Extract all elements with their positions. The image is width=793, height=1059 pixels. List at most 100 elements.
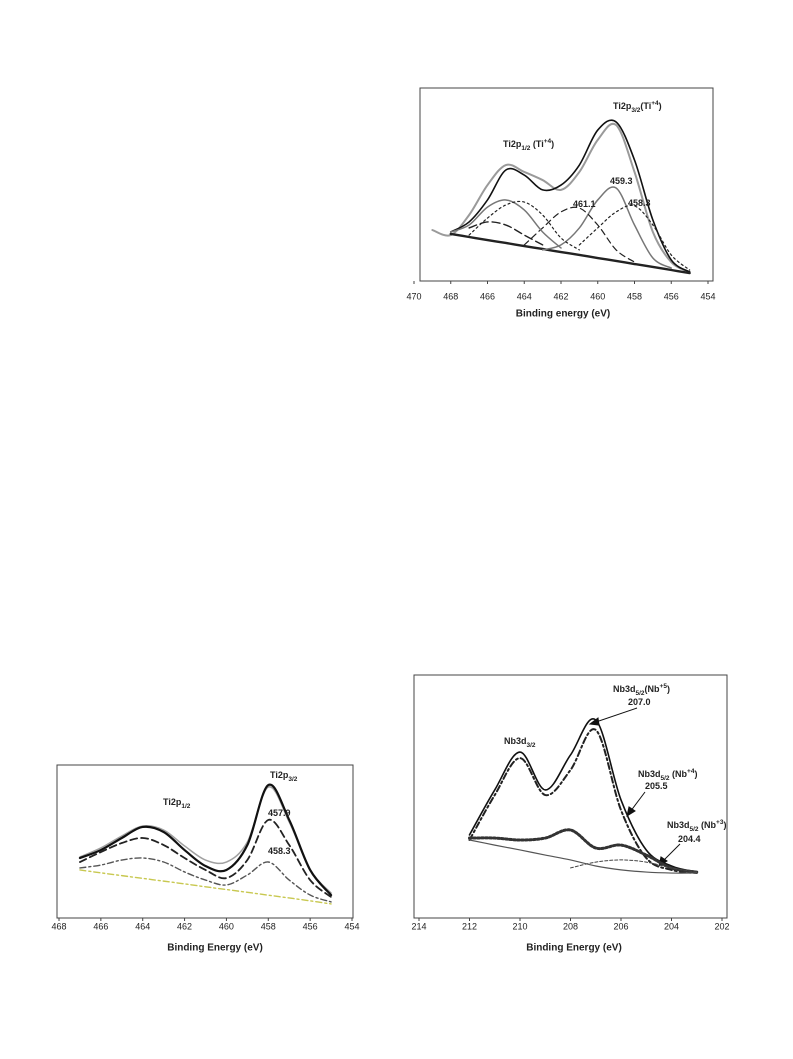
- annotation: Ti2p3/2(Ti+4): [613, 100, 662, 114]
- series-line: [79, 818, 332, 898]
- annotation: 204.4: [678, 834, 701, 844]
- arrow-head: [588, 717, 600, 726]
- x-tick-label: 204: [664, 921, 679, 931]
- annotation-part: Ti2p: [503, 139, 522, 149]
- series-line: [468, 828, 699, 874]
- annotation-part: Ti2p: [270, 770, 289, 780]
- series-line: [450, 199, 562, 249]
- annotation-part: (Nb: [699, 820, 717, 830]
- x-tick-label: 206: [613, 921, 628, 931]
- x-tick-label: 468: [51, 921, 66, 931]
- x-tick-label: 210: [512, 921, 527, 931]
- annotation-part: Ti2p: [163, 797, 182, 807]
- annotation: 205.5: [645, 781, 668, 791]
- x-tick-label: 470: [406, 291, 421, 301]
- annotation-part: Nb3d: [638, 769, 661, 779]
- annotation: Nb3d5/2 (Nb+4): [638, 768, 697, 782]
- x-tick-label: 212: [462, 921, 477, 931]
- series-line: [78, 783, 333, 897]
- annotation-part: 3/2: [527, 742, 536, 749]
- annotation-part: ): [667, 684, 670, 694]
- x-tick-label: 208: [563, 921, 578, 931]
- annotation-part: Nb3d: [504, 736, 527, 746]
- annotation-part: +3: [716, 819, 724, 826]
- series-line: [431, 122, 691, 273]
- x-tick-label: 202: [714, 921, 729, 931]
- annotation-part: ): [694, 769, 697, 779]
- annotation-part: 457.9: [268, 808, 291, 818]
- annotation-part: +4: [544, 138, 552, 145]
- annotation: Ti2p3/2: [270, 770, 298, 783]
- annotation-part: (Nb: [670, 769, 688, 779]
- x-tick-label: 454: [700, 291, 715, 301]
- annotation: 459.3: [610, 176, 633, 186]
- annotation: 458.3: [268, 846, 291, 856]
- series-line: [79, 857, 332, 903]
- annotation: 457.9: [268, 808, 291, 818]
- annotation: Ti2p1/2 (Ti+4): [503, 138, 554, 152]
- x-tick-label: 464: [517, 291, 532, 301]
- annotation-part: ): [723, 820, 726, 830]
- arrow: [661, 843, 681, 863]
- series-line: [468, 728, 698, 875]
- x-tick-label: 468: [443, 291, 458, 301]
- arrow: [592, 707, 638, 724]
- x-tick-label: 458: [627, 291, 642, 301]
- series-line: [468, 221, 544, 246]
- annotation-part: 3/2: [631, 107, 640, 114]
- arrow: [629, 791, 646, 813]
- annotation-part: +4: [651, 100, 659, 107]
- series-line: [79, 869, 332, 905]
- x-tick-label: 462: [177, 921, 192, 931]
- annotation-part: 458.3: [268, 846, 291, 856]
- annotation-part: 458.3: [628, 198, 651, 208]
- annotation-part: 1/2: [181, 803, 190, 810]
- series-line: [449, 119, 691, 273]
- x-tick-label: 214: [411, 921, 426, 931]
- annotation-part: (Ti: [640, 101, 651, 111]
- annotation-part: 5/2: [690, 826, 699, 833]
- x-tick-label: 464: [135, 921, 150, 931]
- annotation-part: ): [659, 101, 662, 111]
- arrow-head: [626, 806, 636, 818]
- x-tick-label: 460: [219, 921, 234, 931]
- annotation-part: Nb3d: [667, 820, 690, 830]
- x-tick-label: 454: [344, 921, 359, 931]
- x-tick-label: 462: [553, 291, 568, 301]
- annotation: 458.3: [628, 198, 651, 208]
- x-axis-label: Binding Energy (eV): [167, 943, 263, 954]
- plot-frame: [56, 764, 354, 919]
- series-line: [468, 839, 698, 874]
- annotation-part: 3/2: [288, 776, 297, 783]
- x-tick-label: 466: [480, 291, 495, 301]
- x-tick-label: 460: [590, 291, 605, 301]
- annotation-part: ): [551, 139, 554, 149]
- series-line: [468, 200, 580, 251]
- annotation-part: 204.4: [678, 834, 701, 844]
- annotation-part: 461.1: [573, 199, 596, 209]
- annotation-part: Ti2p: [613, 101, 632, 111]
- annotation-part: Nb3d: [613, 684, 636, 694]
- series-line: [449, 232, 691, 275]
- x-tick-label: 458: [261, 921, 276, 931]
- annotation: Ti2p1/2: [163, 797, 191, 810]
- annotation-part: 459.3: [610, 176, 633, 186]
- annotation: 207.0: [628, 697, 651, 707]
- annotation-part: +4: [687, 768, 695, 775]
- annotation-part: 207.0: [628, 697, 651, 707]
- annotation: 461.1: [573, 199, 596, 209]
- series-line: [523, 206, 636, 263]
- x-tick-label: 466: [93, 921, 108, 931]
- annotation-part: 5/2: [661, 775, 670, 782]
- plot-frame: [419, 87, 714, 282]
- series-line: [570, 859, 698, 873]
- x-axis-label: Binding Energy (eV): [526, 943, 622, 954]
- annotation: Nb3d5/2(Nb+5): [613, 683, 670, 697]
- annotation-part: 205.5: [645, 781, 668, 791]
- annotation: Nb3d3/2: [504, 736, 536, 749]
- annotation-part: 5/2: [636, 690, 645, 697]
- x-axis-label: Binding energy (eV): [516, 309, 610, 320]
- series-line: [578, 204, 691, 271]
